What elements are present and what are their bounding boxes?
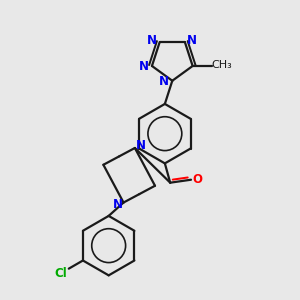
Text: O: O [192,173,202,186]
Text: N: N [187,34,197,47]
Text: N: N [136,139,146,152]
Text: CH₃: CH₃ [211,60,232,70]
Text: N: N [112,198,123,212]
Text: N: N [147,34,157,47]
Text: N: N [159,75,169,88]
Text: Cl: Cl [54,267,67,280]
Text: N: N [139,60,148,73]
